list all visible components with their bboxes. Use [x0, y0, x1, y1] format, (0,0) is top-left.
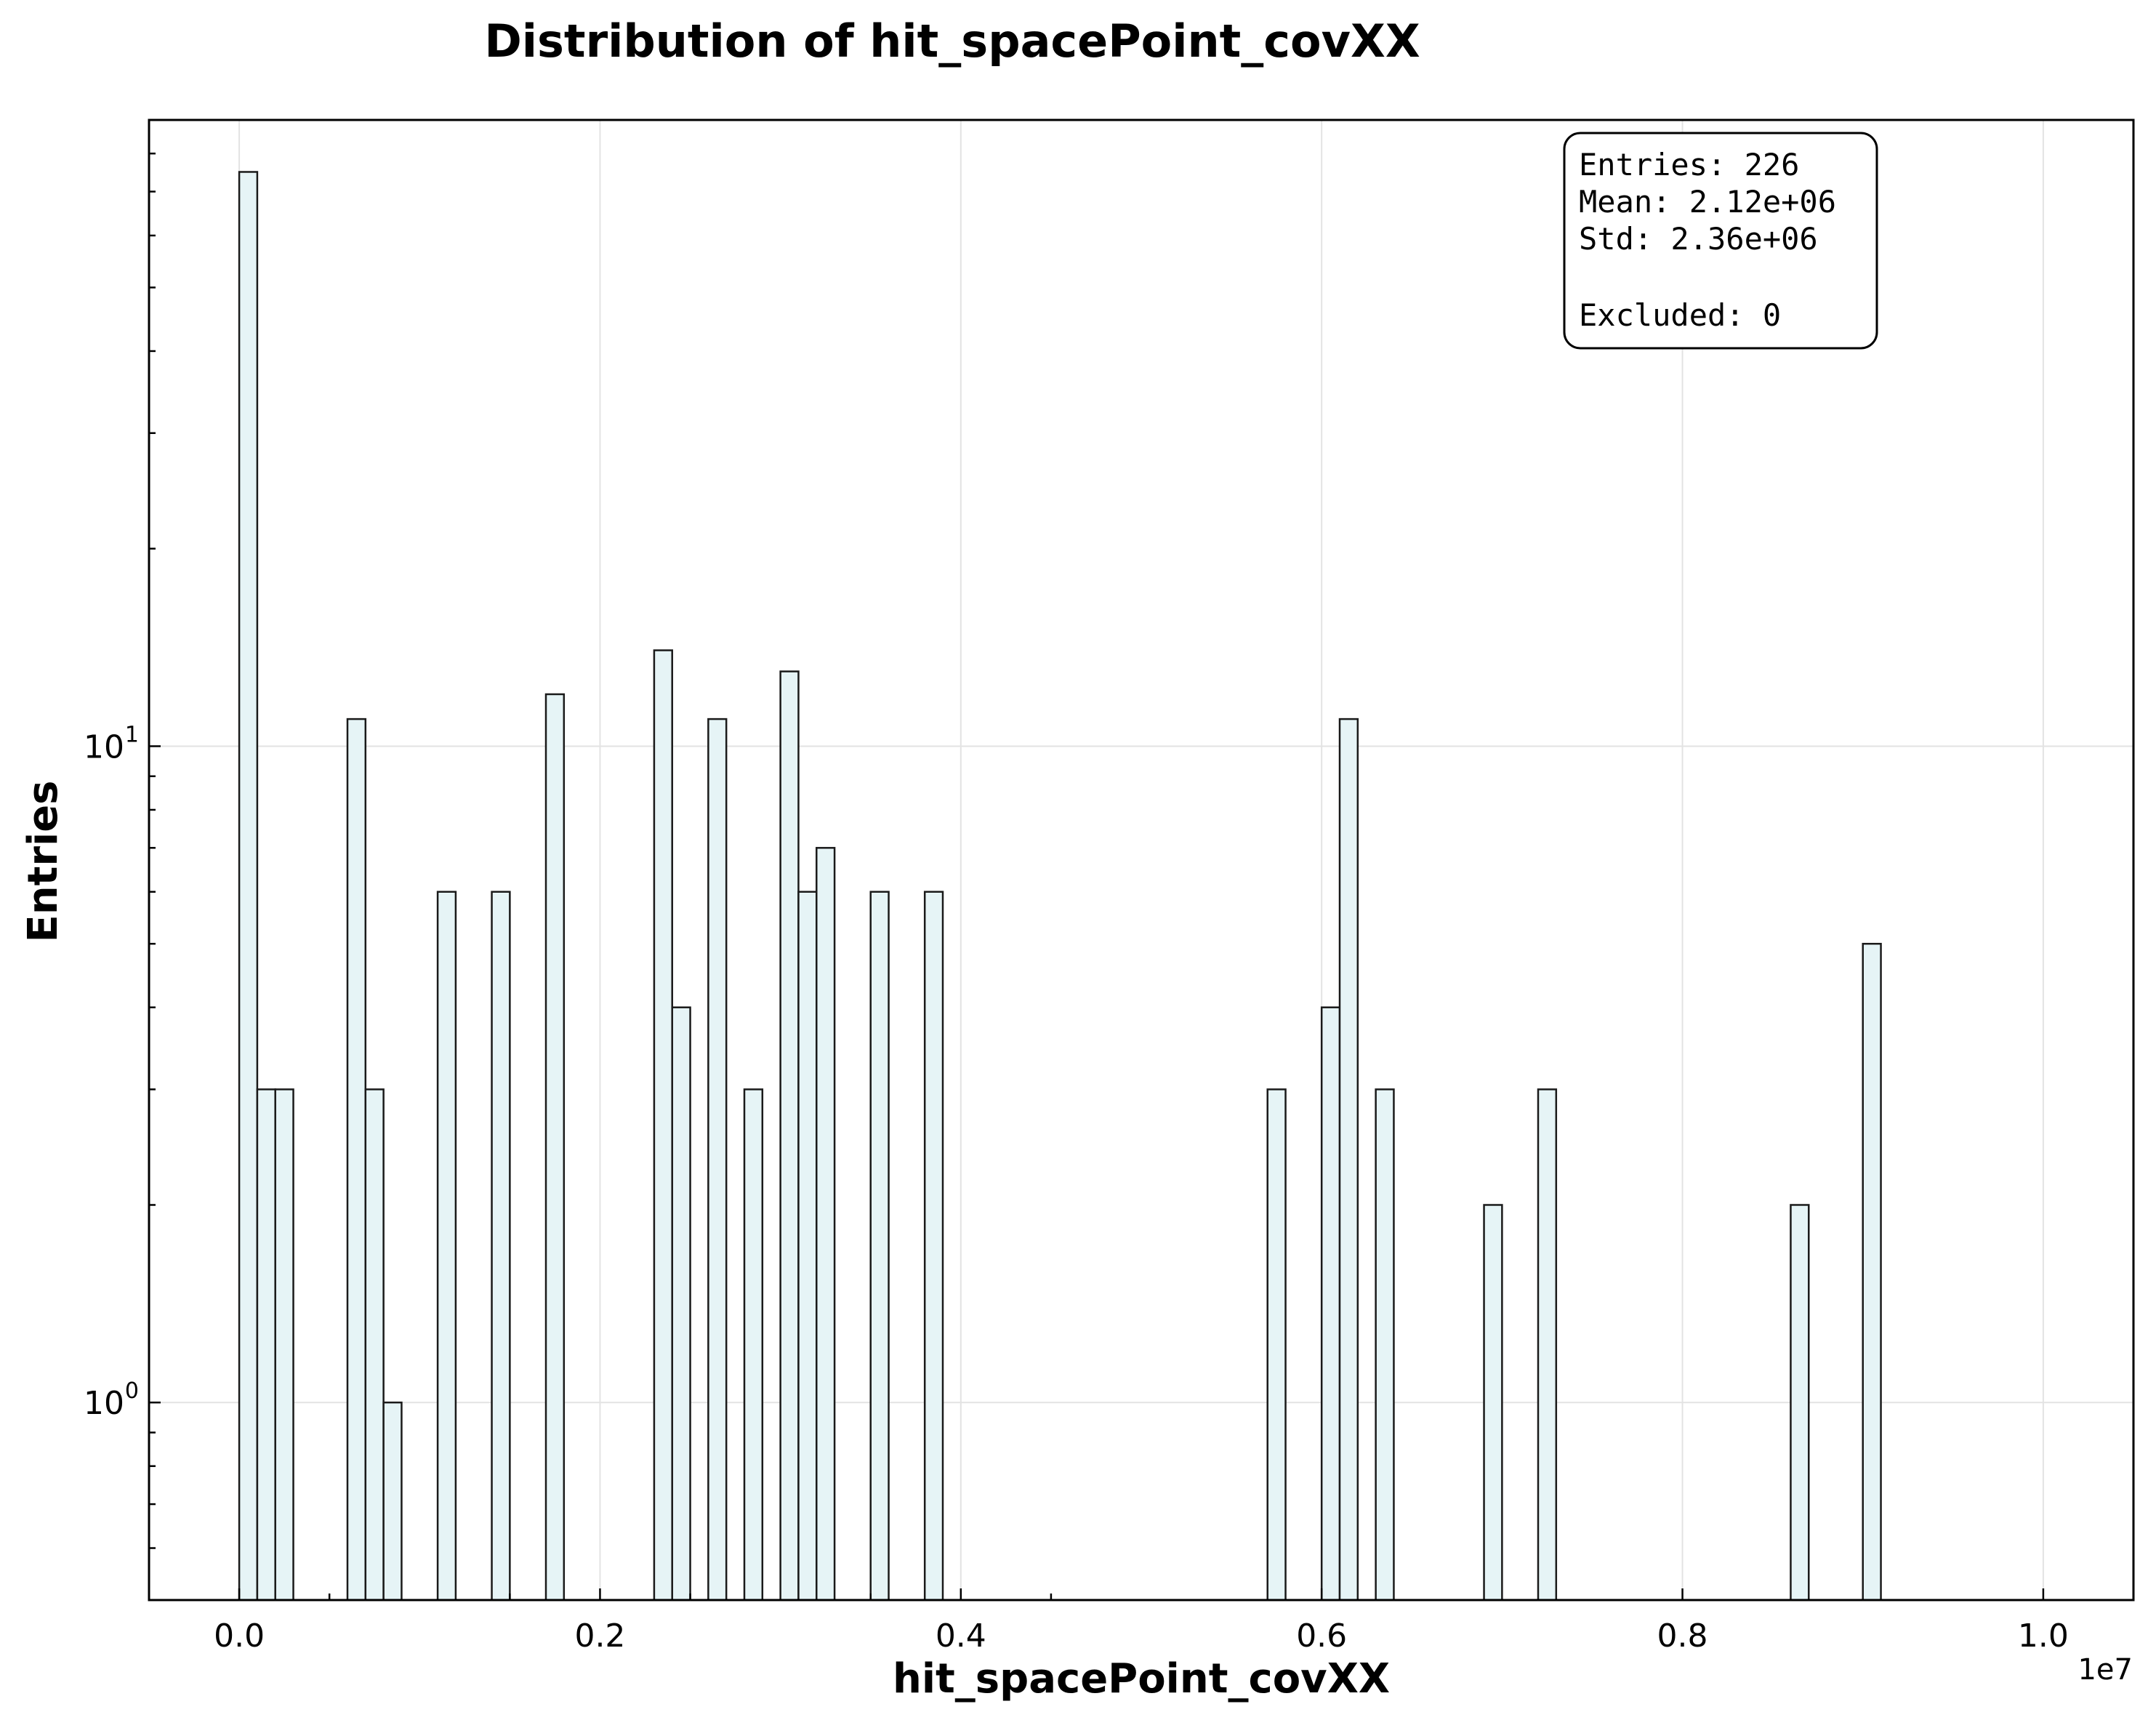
histogram-bar [1266, 1088, 1287, 1602]
histogram-bar [382, 1401, 403, 1602]
histogram-bar [797, 891, 818, 1602]
x-axis-label: hit_spacePoint_covXX [893, 1655, 1390, 1703]
stats-std: Std: 2.36e+06 [1579, 221, 1818, 257]
y-tick-exponent: 1 [125, 722, 139, 747]
histogram-bar [816, 847, 836, 1602]
stats-excluded: Excluded: 0 [1579, 297, 1781, 333]
x-tick-label: 0.8 [1657, 1617, 1708, 1655]
histogram-bar [436, 891, 457, 1602]
histogram-bar [1790, 1204, 1810, 1602]
chart-title: Distribution of hit_spacePoint_covXX [484, 15, 1420, 68]
plot-frame [148, 118, 2135, 1602]
histogram-bar [1483, 1204, 1503, 1602]
histogram-bar [274, 1088, 294, 1602]
histogram-bar [1338, 718, 1359, 1602]
y-tick-label: 10 [84, 728, 124, 765]
histogram-bar [869, 891, 890, 1602]
x-tick-label: 0.6 [1296, 1617, 1347, 1655]
histogram-bar [346, 718, 367, 1602]
histogram-bar [1375, 1088, 1395, 1602]
y-tick-exponent: 0 [125, 1378, 139, 1404]
histogram-bar [743, 1088, 764, 1602]
stats-entries: Entries: 226 [1579, 147, 1799, 182]
histogram-bar [923, 891, 944, 1602]
x-tick-label: 0.0 [214, 1617, 265, 1655]
y-tick-label: 10 [84, 1385, 124, 1422]
histogram-bar [707, 718, 728, 1602]
grid [149, 120, 2133, 1600]
stats-mean: Mean: 2.12e+06 [1579, 184, 1836, 220]
histogram-bar [1537, 1088, 1558, 1602]
histogram-bar [544, 693, 566, 1602]
histogram-bar [671, 1006, 691, 1602]
histogram-bar [491, 891, 511, 1602]
histogram-bar [256, 1088, 276, 1602]
x-tick-label: 0.2 [574, 1617, 625, 1655]
histogram-bar [779, 670, 800, 1602]
histogram-bar [1862, 942, 1882, 1602]
histogram-bar [653, 649, 673, 1602]
stats-box: Entries: 226 Mean: 2.12e+06 Std: 2.36e+0… [1563, 132, 1878, 350]
y-axis-label: Entries [20, 780, 67, 942]
x-tick-label: 1.0 [2018, 1617, 2069, 1655]
bars [238, 171, 1882, 1602]
x-offset-label: 1e7 [2077, 1653, 2133, 1687]
x-tick-label: 0.4 [936, 1617, 986, 1655]
histogram-bar [1320, 1006, 1341, 1602]
histogram-bar [238, 171, 259, 1602]
histogram-bar [364, 1088, 385, 1602]
